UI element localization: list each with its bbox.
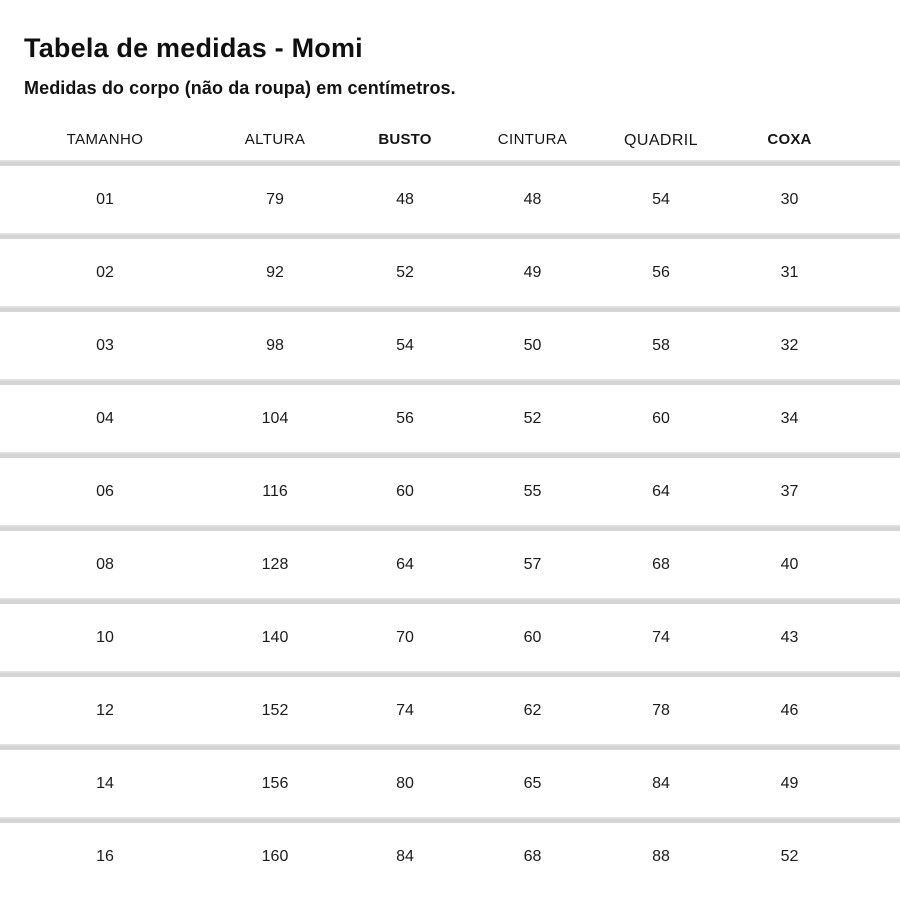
table-row: 01 79 48 48 54 30	[0, 166, 900, 233]
table-cell: 03	[96, 336, 114, 354]
table-cell: 46	[780, 701, 799, 719]
table-cell: 49	[780, 774, 799, 792]
table-cell: 37	[780, 482, 799, 500]
table-cell: 140	[261, 628, 289, 646]
table-cell: 52	[780, 847, 799, 865]
row-divider	[0, 379, 900, 385]
table-row: 06 116 60 55 64 37	[0, 458, 900, 525]
table-row: 14 156 80 65 84 49	[0, 750, 900, 817]
row-divider	[0, 525, 900, 531]
row-divider	[0, 744, 900, 750]
table-cell: 54	[652, 190, 670, 208]
table-cell: 50	[523, 336, 542, 354]
table-cell: 40	[780, 555, 799, 573]
table-cell: 52	[523, 409, 542, 427]
page-subtitle: Medidas do corpo (não da roupa) em centí…	[24, 78, 456, 98]
row-divider	[0, 306, 900, 312]
table-body: 01 79 48 48 54 30 02 92 52 49 56 31 03 98 54 50 58 32 04 10…	[0, 160, 900, 890]
table-cell: 62	[523, 701, 542, 719]
table-row: 16 160 84 68 88 52	[0, 823, 900, 890]
row-divider	[0, 233, 900, 239]
table-cell: 04	[96, 409, 114, 427]
table-cell: 160	[261, 847, 289, 865]
table-cell: 32	[780, 336, 799, 354]
table-cell: 55	[523, 482, 542, 500]
table-row: 03 98 54 50 58 32	[0, 312, 900, 379]
table-cell: 06	[96, 482, 114, 500]
page-title: Tabela de medidas - Momi	[24, 33, 363, 63]
size-table: TAMANHO ALTURA BUSTO CINTURA QUADRIL COXA 01 7…	[0, 118, 900, 890]
table-cell: 43	[780, 628, 799, 646]
table-cell: 78	[652, 701, 670, 719]
table-cell: 02	[96, 263, 114, 281]
table-cell: 14	[96, 774, 114, 792]
column-header-altura: ALTURA	[244, 130, 306, 148]
table-cell: 74	[652, 628, 670, 646]
table-cell: 54	[396, 336, 414, 354]
row-divider	[0, 160, 900, 166]
column-header-coxa: COXA	[767, 130, 812, 148]
table-row: 10 140 70 60 74 43	[0, 604, 900, 671]
table-cell: 79	[266, 190, 284, 208]
table-cell: 34	[780, 409, 799, 427]
table-cell: 70	[396, 628, 414, 646]
table-row: 04 104 56 52 60 34	[0, 385, 900, 452]
table-cell: 08	[96, 555, 114, 573]
table-cell: 92	[266, 263, 284, 281]
table-cell: 48	[523, 190, 542, 208]
row-divider	[0, 598, 900, 604]
table-cell: 52	[396, 263, 414, 281]
table-cell: 16	[96, 847, 114, 865]
table-cell: 156	[261, 774, 289, 792]
table-cell: 30	[780, 190, 799, 208]
table-cell: 56	[652, 263, 670, 281]
table-cell: 104	[261, 409, 289, 427]
table-cell: 10	[96, 628, 114, 646]
row-divider	[0, 671, 900, 677]
row-divider	[0, 452, 900, 458]
table-cell: 56	[396, 409, 414, 427]
table-cell: 116	[262, 482, 288, 500]
table-cell: 48	[396, 190, 414, 208]
table-cell: 58	[652, 336, 670, 354]
table-cell: 12	[96, 701, 114, 719]
table-cell: 128	[261, 555, 289, 573]
table-cell: 68	[652, 555, 670, 573]
table-cell: 80	[396, 774, 414, 792]
table-cell: 60	[652, 409, 670, 427]
table-cell: 98	[266, 336, 284, 354]
table-row: 02 92 52 49 56 31	[0, 239, 900, 306]
table-cell: 65	[523, 774, 542, 792]
row-divider	[0, 817, 900, 823]
column-header-cintura: CINTURA	[497, 130, 568, 148]
table-header-row: TAMANHO ALTURA BUSTO CINTURA QUADRIL COXA	[0, 118, 900, 160]
table-cell: 84	[652, 774, 670, 792]
table-cell: 60	[523, 628, 542, 646]
table-cell: 88	[652, 847, 670, 865]
table-cell: 64	[396, 555, 414, 573]
column-header-quadril: QUADRIL	[624, 132, 698, 149]
column-header-busto: BUSTO	[378, 130, 432, 148]
table-row: 08 128 64 57 68 40	[0, 531, 900, 598]
table-cell: 49	[523, 263, 542, 281]
table-cell: 152	[261, 701, 289, 719]
table-cell: 60	[396, 482, 414, 500]
table-cell: 64	[652, 482, 670, 500]
table-cell: 84	[396, 847, 414, 865]
column-header-tamanho: TAMANHO	[66, 130, 144, 148]
table-cell: 31	[780, 263, 799, 281]
table-cell: 01	[96, 190, 114, 208]
table-cell: 57	[523, 555, 542, 573]
table-cell: 74	[396, 701, 414, 719]
table-cell: 68	[523, 847, 542, 865]
table-row: 12 152 74 62 78 46	[0, 677, 900, 744]
